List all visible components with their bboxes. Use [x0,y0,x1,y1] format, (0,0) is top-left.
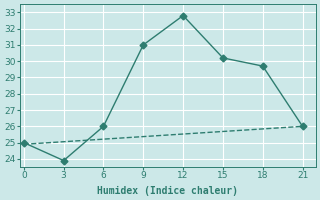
X-axis label: Humidex (Indice chaleur): Humidex (Indice chaleur) [97,186,238,196]
